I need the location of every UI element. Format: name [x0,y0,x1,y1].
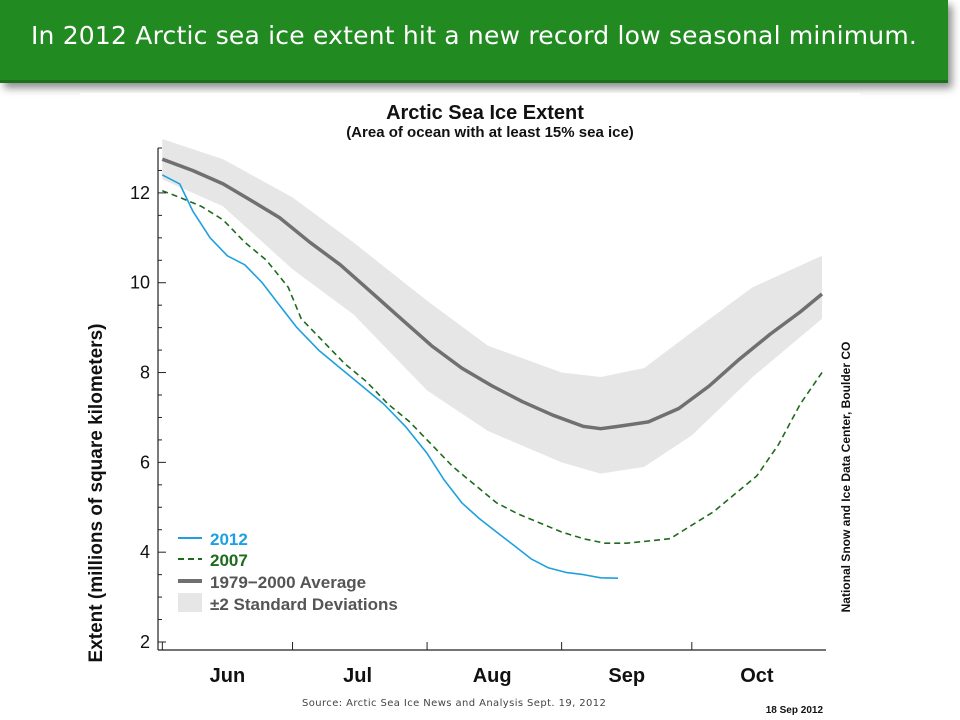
y-tick-label: 6 [140,452,150,472]
month-label: Jul [343,665,372,687]
series-layer [161,157,824,579]
month-label: Sep [608,665,645,687]
legend-label-band: ±2 Standard Deviations [210,595,398,614]
legend-label-average: 1979−2000 Average [210,573,366,592]
series-2007-line [162,189,823,545]
chart-subtitle: (Area of ocean with at least 15% sea ice… [346,124,634,141]
month-label: Oct [740,665,774,687]
series-2012-line [161,174,619,579]
y-tick-label: 2 [140,632,150,652]
title-banner: In 2012 Arctic sea ice extent hit a new … [0,0,948,83]
series-average-line [161,157,824,431]
y-tick-label: 4 [140,542,150,562]
legend-label-2007: 2007 [210,551,248,570]
date-caption: 18 Sep 2012 [766,705,824,716]
chart-title: Arctic Sea Ice Extent [386,102,584,124]
legend-label-2012: 2012 [210,530,248,549]
y-tick-labels: 2 4 6 8 10 12 [130,183,150,652]
std-dev-band [162,139,823,474]
legend: 2012 2007 1979−2000 Average ±2 Standard … [178,530,398,614]
y-tick-label: 8 [140,363,150,383]
slide-title: In 2012 Arctic sea ice extent hit a new … [30,21,918,50]
y-tick-label: 12 [130,183,150,203]
std-dev-band-layer [162,139,823,474]
month-label: Jun [210,665,246,687]
axes-layer [157,147,826,651]
y-tick-label: 10 [130,273,150,293]
y-axis-label: Extent (millions of square kilometers) [86,324,107,663]
month-label: Aug [473,665,512,687]
right-caption: National Snow and Ice Data Center, Bould… [839,342,853,613]
sea-ice-chart: Arctic Sea Ice Extent (Area of ocean wit… [80,93,860,720]
source-note: Source: Arctic Sea Ice News and Analysis… [302,698,607,709]
month-labels: Jun Jul Aug Sep Oct [210,665,774,687]
chart-canvas: Arctic Sea Ice Extent (Area of ocean wit… [86,102,853,716]
legend-swatch-band [178,593,202,612]
